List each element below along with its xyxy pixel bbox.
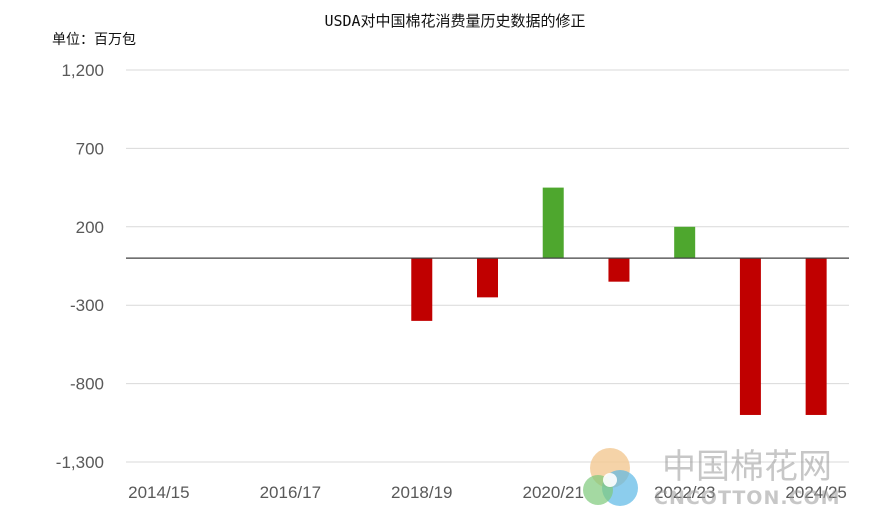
bar-2022-23: [674, 226, 696, 259]
bar-2019-20: [477, 258, 498, 298]
cncotton-logo-icon: [583, 448, 638, 506]
x-tick-label: 2022/23: [654, 483, 715, 502]
y-tick-label: -1,300: [56, 453, 104, 472]
unit-label: 单位：百万包: [52, 32, 136, 48]
y-tick-label: 1,200: [61, 61, 104, 80]
bar-2018-19: [411, 258, 433, 321]
gridlines: [126, 69, 849, 463]
bars: [411, 187, 827, 415]
watermark-text-en: CNCOTTON.COM: [654, 487, 841, 509]
x-tick-label: 2014/15: [128, 483, 189, 502]
bar-2023-24: [739, 258, 761, 415]
y-tick-label: -300: [70, 296, 104, 315]
chart-title: USDA对中国棉花消费量历史数据的修正: [324, 12, 585, 30]
y-axis-ticks: 1,200 700 200 -300 -800 -1,300: [56, 61, 104, 472]
y-tick-label: -800: [70, 375, 104, 394]
y-tick-label: 200: [76, 218, 104, 237]
watermark: 中国棉花网 CNCOTTON.COM: [583, 447, 841, 509]
x-tick-label: 2024/25: [785, 483, 846, 502]
x-tick-label: 2018/19: [391, 483, 452, 502]
bar-2024-25: [805, 258, 827, 415]
bar-2020-21: [542, 187, 564, 259]
x-tick-label: 2020/21: [523, 483, 584, 502]
y-tick-label: 700: [76, 139, 104, 158]
x-tick-label: 2016/17: [260, 483, 321, 502]
bar-2021-22: [608, 258, 630, 282]
watermark-text-cn: 中国棉花网: [662, 447, 832, 487]
x-axis-ticks: 2014/15 2016/17 2018/19 2020/21 2022/23 2024/…: [128, 483, 847, 502]
